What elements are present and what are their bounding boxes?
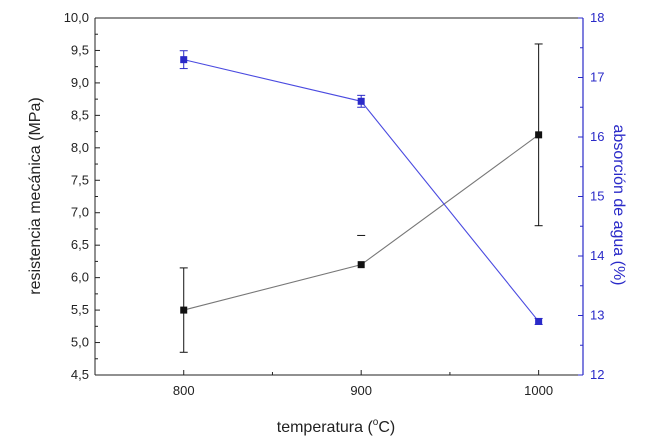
y-right-tick-label: 12 xyxy=(590,367,604,382)
x-axis-title-main: temperatura ( xyxy=(277,419,374,436)
x-axis-title: temperatura (oC) xyxy=(277,417,396,436)
y-left-tick-label: 5,5 xyxy=(71,302,89,317)
x-tick-label: 1000 xyxy=(524,383,553,398)
x-axis-title-sup: o xyxy=(373,417,379,428)
y-left-tick-label: 6,5 xyxy=(71,237,89,252)
series-1-point xyxy=(357,261,365,269)
y-left-tick-label: 8,5 xyxy=(71,107,89,122)
y-left-tick-label: 10,0 xyxy=(64,10,89,25)
y-axis-left-title: resistencia mecánica (MPa) xyxy=(27,97,44,294)
series-2-point xyxy=(180,56,188,64)
y-right-tick-label: 18 xyxy=(590,10,604,25)
y-left-tick-label: 5,0 xyxy=(71,335,89,350)
y-left-tick-label: 9,5 xyxy=(71,42,89,57)
series-2-point xyxy=(357,97,365,105)
y-left-tick-label: 9,0 xyxy=(71,75,89,90)
y-left-tick-label: 6,0 xyxy=(71,270,89,285)
series-1-point xyxy=(535,131,543,139)
y-left-tick-label: 8,0 xyxy=(71,140,89,155)
y-left-tick-label: 7,0 xyxy=(71,205,89,220)
y-right-tick-label: 15 xyxy=(590,189,604,204)
series-2-point xyxy=(535,317,543,325)
x-tick-label: 900 xyxy=(350,383,372,398)
series-1-line xyxy=(183,134,539,311)
y-left-tick-label: 7,5 xyxy=(71,172,89,187)
x-axis-title-end: C) xyxy=(378,419,395,436)
left-axis: 4,5 5,0 5,5 6,0 6,5 7,0 7,5 8,0 8,5 9,0 9,5 10,0 xyxy=(64,10,100,382)
x-tick-label: 800 xyxy=(173,383,195,398)
y-right-tick-label: 13 xyxy=(590,308,604,323)
y-right-tick-label: 17 xyxy=(590,70,604,85)
x-axis: 800 900 1000 xyxy=(173,370,553,398)
y-right-tick-label: 14 xyxy=(590,248,604,263)
plot-frame xyxy=(94,17,584,376)
y-axis-right-title: absorción de agua (%) xyxy=(610,125,627,286)
series-1-point xyxy=(180,306,188,314)
y-right-tick-label: 16 xyxy=(590,129,604,144)
series-layer xyxy=(179,43,543,353)
y-left-tick-label: 4,5 xyxy=(71,367,89,382)
right-axis: 12 13 14 15 16 17 18 xyxy=(578,10,604,382)
